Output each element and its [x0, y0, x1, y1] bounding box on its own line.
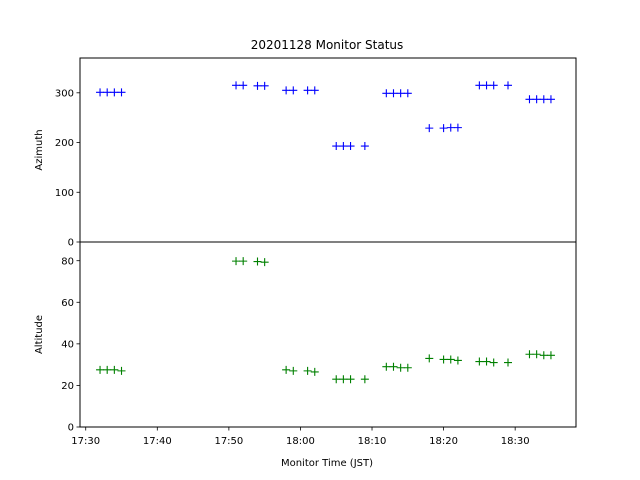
x-tick-label: 17:40 — [143, 436, 172, 447]
azimuth-data-point — [253, 81, 262, 90]
x-tick-label: 17:30 — [71, 436, 100, 447]
azimuth-data-point — [103, 88, 112, 97]
azimuth-data-point — [525, 95, 534, 104]
azimuth-data-point — [382, 89, 391, 98]
azimuth-y-axis-label: Azimuth — [34, 129, 45, 170]
x-tick-label: 18:10 — [358, 436, 387, 447]
azimuth-data-point — [539, 95, 548, 104]
azimuth-y-tick-label: 300 — [55, 88, 74, 99]
altitude-data-point — [475, 357, 484, 366]
azimuth-data-point — [289, 86, 298, 95]
altitude-data-point — [489, 358, 498, 367]
altitude-data-point — [389, 362, 398, 371]
altitude-data-point — [103, 365, 112, 374]
altitude-data-point — [546, 351, 555, 360]
altitude-data-point — [425, 354, 434, 363]
altitude-data-point — [303, 366, 312, 375]
azimuth-data-point — [546, 95, 555, 104]
altitude-data-point — [532, 350, 541, 359]
azimuth-data-point — [282, 86, 291, 95]
altitude-data-point — [439, 355, 448, 364]
altitude-data-point — [360, 375, 369, 384]
azimuth-data-point — [425, 124, 434, 133]
x-tick-label: 18:20 — [429, 436, 458, 447]
azimuth-data-point — [96, 88, 105, 97]
azimuth-data-point — [453, 123, 462, 132]
altitude-data-point — [260, 258, 269, 267]
azimuth-data-point — [482, 81, 491, 90]
altitude-data-point — [282, 365, 291, 374]
altitude-data-point — [332, 375, 341, 384]
altitude-y-tick-label: 60 — [61, 298, 74, 309]
azimuth-data-point — [532, 95, 541, 104]
altitude-data-point — [396, 363, 405, 372]
altitude-data-point — [446, 355, 455, 364]
x-axis-label: Monitor Time (JST) — [281, 458, 373, 469]
azimuth-y-tick-label: 0 — [68, 238, 74, 249]
x-tick-label: 18:00 — [286, 436, 315, 447]
altitude-y-tick-label: 80 — [61, 256, 74, 267]
azimuth-data-point — [339, 142, 348, 151]
azimuth-data-point — [332, 142, 341, 151]
altitude-data-point — [504, 358, 513, 367]
azimuth-y-tick-label: 100 — [55, 188, 74, 199]
azimuth-data-point — [396, 89, 405, 98]
altitude-data-point — [346, 375, 355, 384]
altitude-data-point — [253, 257, 262, 266]
altitude-data-point — [96, 365, 105, 374]
altitude-y-axis-label: Altitude — [34, 315, 45, 354]
altitude-data-point — [453, 356, 462, 365]
azimuth-data-point — [389, 89, 398, 98]
altitude-data-point — [339, 375, 348, 384]
altitude-data-point — [110, 365, 119, 374]
altitude-y-tick-label: 20 — [61, 381, 74, 392]
azimuth-data-point — [232, 81, 241, 90]
altitude-data-point — [239, 257, 248, 266]
azimuth-axes-frame — [79, 57, 577, 243]
azimuth-data-point — [346, 142, 355, 151]
altitude-data-point — [289, 366, 298, 375]
altitude-data-point — [539, 351, 548, 360]
azimuth-data-point — [303, 86, 312, 95]
azimuth-data-point — [117, 88, 126, 97]
azimuth-data-point — [475, 81, 484, 90]
azimuth-data-point — [439, 124, 448, 133]
x-axis: 17:30 17:40 17:50 18:00 18:10 18:20 18:30 — [71, 427, 530, 447]
altitude-data-point — [482, 357, 491, 366]
altitude-data-point — [403, 363, 412, 372]
azimuth-data-point — [360, 142, 369, 151]
azimuth-data-point — [446, 123, 455, 132]
azimuth-data-point — [260, 81, 269, 90]
altitude-axes-frame — [79, 241, 577, 428]
x-tick-label: 17:50 — [214, 436, 243, 447]
x-tick-label: 18:30 — [501, 436, 530, 447]
altitude-data-point — [117, 366, 126, 375]
altitude-panel: 0 20 40 60 80 Altitude — [34, 241, 577, 434]
azimuth-data-point — [504, 81, 513, 90]
azimuth-panel: 0 100 200 300 Azimuth — [34, 57, 577, 249]
azimuth-data-point — [110, 88, 119, 97]
altitude-data-point — [232, 257, 241, 266]
azimuth-y-tick-label: 200 — [55, 138, 74, 149]
chart-title: 20201128 Monitor Status — [251, 38, 404, 52]
altitude-data-point — [525, 350, 534, 359]
azimuth-data-point — [403, 89, 412, 98]
azimuth-data-point — [489, 81, 498, 90]
altitude-data-point — [310, 367, 319, 376]
azimuth-data-point — [239, 81, 248, 90]
altitude-data-point — [382, 362, 391, 371]
azimuth-data-point — [310, 86, 319, 95]
altitude-y-tick-label: 40 — [61, 339, 74, 350]
altitude-y-tick-label: 0 — [68, 423, 74, 434]
